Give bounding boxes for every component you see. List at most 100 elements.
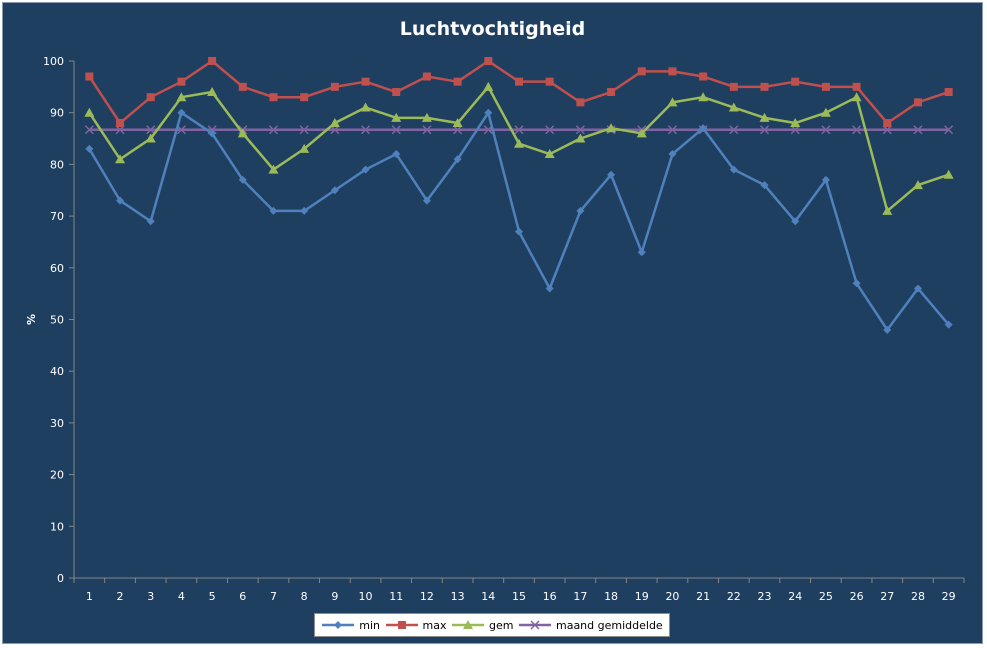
data-point-min bbox=[330, 186, 339, 195]
x-tick-label: 12 bbox=[420, 590, 434, 603]
legend-item-gem: gem bbox=[451, 619, 513, 632]
data-point-gem bbox=[299, 143, 310, 153]
x-tick-label: 19 bbox=[635, 590, 649, 603]
data-point-gem bbox=[698, 92, 709, 102]
data-point-max bbox=[269, 93, 278, 102]
legend-item-max: max bbox=[385, 618, 447, 632]
data-point-maand-gemiddelde bbox=[944, 125, 954, 135]
y-tick-label: 60 bbox=[50, 262, 64, 275]
y-tick-label: 30 bbox=[50, 417, 64, 430]
data-point-gem bbox=[483, 81, 494, 91]
legend-label-min: min bbox=[359, 618, 380, 632]
x-tick-label: 9 bbox=[331, 590, 338, 603]
legend-swatch-max bbox=[385, 621, 418, 629]
data-point-max bbox=[545, 77, 554, 86]
data-point-max bbox=[913, 98, 922, 107]
x-tick-label: 21 bbox=[696, 590, 710, 603]
data-point-max bbox=[300, 93, 309, 102]
x-tick-label: 10 bbox=[359, 590, 373, 603]
data-point-max bbox=[883, 119, 892, 128]
x-tick-label: 1 bbox=[86, 590, 93, 603]
data-point-min bbox=[852, 279, 861, 288]
data-point-maand-gemiddelde bbox=[790, 125, 800, 135]
data-point-maand-gemiddelde bbox=[545, 125, 555, 135]
data-point-min bbox=[883, 325, 892, 334]
data-point-max bbox=[392, 88, 401, 97]
data-point-maand-gemiddelde bbox=[882, 125, 892, 135]
y-tick-label: 100 bbox=[43, 55, 64, 68]
data-point-gem bbox=[421, 112, 432, 122]
x-tick-label: 3 bbox=[147, 590, 154, 603]
data-point-max bbox=[852, 82, 861, 91]
data-point-min bbox=[453, 155, 462, 164]
data-point-maand-gemiddelde bbox=[759, 125, 770, 135]
data-point-max bbox=[116, 119, 125, 128]
x-tick-label: 8 bbox=[301, 590, 308, 603]
data-point-min bbox=[515, 227, 523, 236]
data-point-max bbox=[422, 72, 431, 81]
x-tick-label: 25 bbox=[819, 590, 833, 603]
data-point-maand-gemiddelde bbox=[667, 125, 677, 135]
data-point-gem bbox=[943, 169, 954, 179]
data-point-maand-gemiddelde bbox=[84, 125, 94, 135]
y-tick-label: 50 bbox=[50, 314, 64, 327]
x-tick-label: 16 bbox=[543, 590, 557, 603]
data-point-max bbox=[760, 82, 769, 91]
data-point-maand-gemiddelde bbox=[821, 125, 831, 135]
legend-swatch-gem bbox=[452, 620, 484, 629]
data-point-min bbox=[913, 284, 922, 293]
data-point-max bbox=[944, 88, 953, 97]
data-point-gem bbox=[391, 112, 402, 122]
data-point-maand-gemiddelde bbox=[330, 125, 340, 135]
y-tick-label: 80 bbox=[50, 158, 64, 171]
data-point-min bbox=[177, 108, 186, 117]
data-point-min bbox=[545, 284, 554, 293]
data-point-min bbox=[760, 181, 769, 190]
x-tick-label: 27 bbox=[880, 590, 894, 603]
data-point-maand-gemiddelde bbox=[391, 125, 401, 135]
x-tick-label: 6 bbox=[239, 590, 246, 603]
data-point-min bbox=[944, 320, 953, 329]
x-tick-label: 29 bbox=[942, 590, 956, 603]
x-tick-label: 14 bbox=[481, 590, 495, 603]
data-point-min bbox=[269, 206, 278, 215]
data-point-gem bbox=[851, 92, 862, 102]
y-tick-label: 0 bbox=[57, 572, 64, 585]
data-point-min bbox=[361, 165, 370, 174]
data-point-max bbox=[238, 82, 247, 91]
data-point-gem bbox=[452, 118, 463, 128]
data-point-maand-gemiddelde bbox=[514, 125, 524, 135]
x-tick-label: 28 bbox=[911, 590, 925, 603]
legend-label-gem: gem bbox=[489, 618, 514, 632]
data-point-min bbox=[484, 108, 493, 117]
y-tick-label: 70 bbox=[50, 210, 64, 223]
x-tick-label: 17 bbox=[573, 590, 587, 603]
y-axis-label: % bbox=[25, 314, 38, 325]
data-point-min bbox=[699, 124, 708, 133]
data-point-min bbox=[791, 217, 800, 226]
x-tick-label: 20 bbox=[665, 590, 679, 603]
data-point-maand-gemiddelde bbox=[453, 125, 463, 135]
data-point-min bbox=[392, 150, 401, 159]
data-point-maand-gemiddelde bbox=[268, 125, 279, 135]
data-point-min bbox=[300, 206, 309, 215]
data-point-max bbox=[668, 67, 677, 76]
data-point-gem bbox=[544, 149, 555, 159]
legend-swatch-min bbox=[322, 621, 355, 629]
data-point-maand-gemiddelde bbox=[913, 125, 923, 135]
data-point-gem bbox=[636, 128, 647, 138]
legend-item-maand-gemiddelde: maand gemiddelde bbox=[518, 619, 663, 632]
data-point-max bbox=[699, 72, 708, 81]
data-point-max bbox=[208, 57, 217, 65]
data-point-max bbox=[453, 77, 462, 86]
data-point-gem bbox=[667, 97, 678, 107]
data-point-gem bbox=[145, 133, 156, 143]
data-point-gem bbox=[115, 154, 126, 164]
data-point-min bbox=[208, 129, 217, 138]
data-point-min bbox=[146, 217, 155, 226]
data-point-gem bbox=[912, 180, 923, 190]
legend-label-max: max bbox=[422, 618, 447, 632]
data-point-gem bbox=[84, 107, 95, 117]
y-tick-label: 10 bbox=[50, 520, 64, 533]
